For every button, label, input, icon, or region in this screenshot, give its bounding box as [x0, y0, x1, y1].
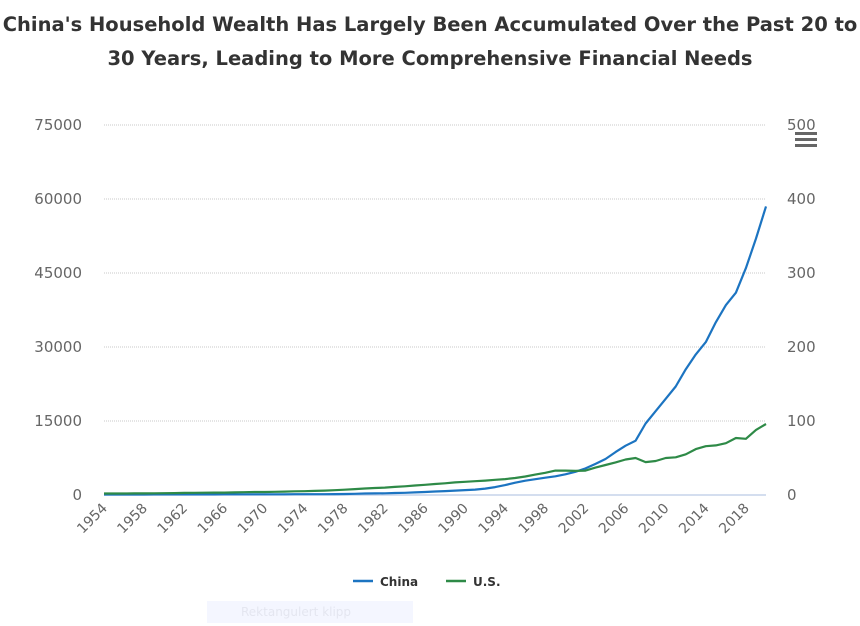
y-right-tick-label: 500	[787, 116, 816, 134]
chart-title: China's Household Wealth Has Largely Bee…	[2, 13, 858, 70]
x-tick-label: 1994	[476, 500, 513, 537]
y-right-tick-label: 200	[787, 338, 816, 356]
x-tick-label: 1986	[395, 500, 432, 537]
x-tick-label: 2002	[556, 501, 593, 538]
x-tick-label: 1978	[315, 501, 352, 538]
hamburger-menu-icon[interactable]	[795, 132, 817, 148]
y-left-tick-label: 60000	[34, 190, 82, 208]
x-tick-label: 1974	[275, 500, 312, 537]
watermark: Rektangulert klipp	[207, 601, 413, 623]
x-tick-label: 1970	[235, 501, 272, 538]
series-line-china	[104, 206, 768, 496]
y-left-tick-label: 45000	[34, 264, 82, 282]
x-tick-label: 1998	[516, 501, 553, 538]
y-right-tick-label: 100	[787, 412, 816, 430]
x-tick-label: 2010	[636, 501, 673, 538]
y-right-tick-label: 300	[787, 264, 816, 282]
x-tick-label: 1982	[355, 501, 392, 538]
series-line-us	[104, 423, 767, 495]
x-tick-label: 2018	[716, 501, 753, 538]
legend-item-label: U.S.	[473, 575, 501, 589]
x-tick-label: 1962	[155, 501, 192, 538]
x-tick-label: 2006	[596, 500, 633, 537]
x-tick-label: 1966	[195, 500, 232, 537]
y-left-tick-label: 15000	[34, 412, 82, 430]
y-left-tick-label: 30000	[34, 338, 82, 356]
y-left-tick-label: 0	[72, 486, 82, 504]
x-tick-label: 1958	[114, 501, 151, 538]
x-tick-label: 1954	[74, 500, 111, 537]
y-right-tick-label: 0	[787, 486, 797, 504]
y-right-tick-label: 400	[787, 190, 816, 208]
y-left-tick-label: 75000	[34, 116, 82, 134]
x-tick-label: 1990	[435, 501, 472, 538]
legend-item-label: China	[380, 575, 418, 589]
x-tick-label: 2014	[676, 500, 713, 537]
